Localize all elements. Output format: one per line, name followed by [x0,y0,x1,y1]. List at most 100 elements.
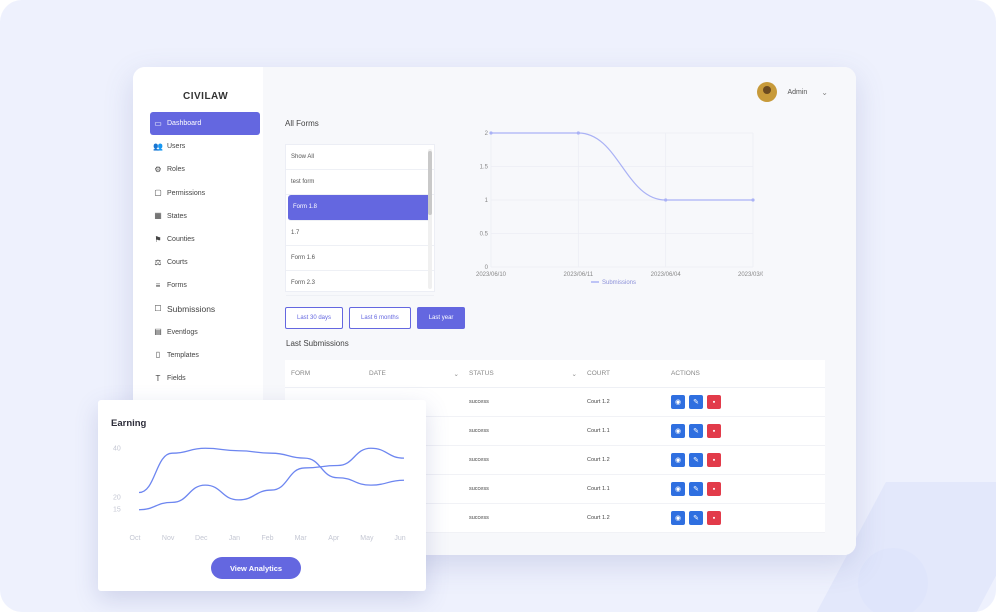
delete-button[interactable]: ▪ [707,424,721,438]
series-line-2 [138,447,405,511]
y-tick-label: 1.5 [480,165,489,171]
cell-actions: ◉ ✎ ▪ [671,482,821,496]
view-button[interactable]: ◉ [671,395,685,409]
cell-actions: ◉ ✎ ▪ [671,395,821,409]
forms-scrollbar[interactable] [428,149,432,289]
series-line [491,132,753,201]
sidebar-item-dashboard[interactable]: ▭ Dashboard [150,112,260,136]
avatar[interactable] [757,82,778,102]
folder-icon: ▢ [154,188,162,198]
edit-button[interactable]: ✎ [689,395,703,409]
sidebar-item-courts[interactable]: ⚖ Courts [150,251,260,274]
y-tick-label: 1 [485,198,489,204]
scroll-thumb[interactable] [428,151,432,215]
x-tick-label: Oct [130,535,141,542]
edit-button[interactable]: ✎ [689,511,703,525]
pencil-icon: ✎ [693,515,699,522]
edit-button[interactable]: ✎ [689,453,703,467]
sidebar-item-label: Eventlogs [167,328,198,336]
sidebar-item-eventlogs[interactable]: ▤ Eventlogs [150,321,260,344]
data-point [664,198,668,202]
cell-court: Court 1.2 [587,399,610,405]
view-button[interactable]: ◉ [671,511,685,525]
trash-icon: ▪ [712,427,716,435]
sidebar-item-label: Counties [167,236,195,244]
x-tick-label: Feb [261,535,273,542]
cell-status: success [469,515,489,521]
forms-list-item[interactable]: test form [286,170,434,196]
sidebar-item-label: States [167,212,187,220]
x-tick-label: Nov [162,535,175,542]
series-line-1 [138,447,405,494]
map-icon: ▦ [154,211,162,221]
earning-chart: 15 20 40 Oct Nov Dec Jan Feb Mar Apr May Jun [113,445,406,542]
legend-label: Submissions [602,280,636,286]
col-court[interactable]: COURT [587,370,610,377]
user-menu[interactable]: Admin ⌄ [757,82,828,102]
x-tick-label: May [360,535,374,542]
delete-button[interactable]: ▪ [707,511,721,525]
col-date-label: DATE [369,369,386,377]
pencil-icon: ✎ [693,399,699,406]
delete-button[interactable]: ▪ [707,482,721,496]
range-button-last-year[interactable]: Last year [416,307,466,329]
sidebar-item-templates[interactable]: ▯ Templates [150,344,260,367]
forms-list-item[interactable]: 1.7 [286,221,434,246]
trash-icon: ▪ [712,485,716,493]
forms-list-item[interactable]: Form 1.6 [286,246,434,271]
sidebar-item-fields[interactable]: T Fields [150,367,260,390]
table-header: FORM DATE ⌄ STATUS ⌄ COURT ACTIONS [285,360,825,388]
forms-list-item[interactable]: Form 1.8 [288,195,432,221]
edit-button[interactable]: ✎ [689,482,703,496]
users-icon: 👥 [153,141,163,151]
user-name[interactable]: Admin [787,88,808,96]
forms-list-item[interactable]: Form 2.3 [286,271,434,297]
forms-list-item[interactable]: Show All [286,145,434,171]
sidebar-item-forms[interactable]: ≡ Forms [150,274,260,297]
view-analytics-button[interactable]: View Analytics [211,557,301,579]
col-form[interactable]: FORM [291,370,311,377]
range-button-last-30-days[interactable]: Last 30 days [285,307,344,329]
chevron-down-icon[interactable]: ⌄ [571,370,577,378]
col-date[interactable]: DATE ⌄ [369,370,469,378]
background-circle [858,548,928,612]
sidebar-item-label: Forms [167,282,187,290]
date-range-buttons: Last 30 days Last 6 months Last year [285,307,471,329]
sidebar-item-users[interactable]: 👥 Users [150,135,260,158]
col-status[interactable]: STATUS ⌄ [469,370,587,378]
forms-title: All Forms [285,119,319,128]
delete-button[interactable]: ▪ [707,395,721,409]
last-submissions-title: Last Submissions [286,339,349,348]
pencil-icon: ✎ [693,457,699,464]
roles-icon: ⚙ [154,164,162,174]
x-tick-label: 2023/06/11 [564,272,594,278]
monitor-icon: ▭ [154,118,162,128]
chevron-down-icon[interactable]: ⌄ [821,87,828,97]
sidebar-item-states[interactable]: ▦ States [150,205,260,228]
sidebar-item-counties[interactable]: ⚑ Counties [150,228,260,251]
sidebar-item-label: Templates [167,351,199,359]
delete-button[interactable]: ▪ [707,453,721,467]
sidebar-item-label: Dashboard [167,120,202,128]
sidebar-item-submissions[interactable]: ☐ Submissions [150,298,260,321]
cell-actions: ◉ ✎ ▪ [671,424,821,438]
inbox-icon: ☐ [154,304,162,314]
edit-button[interactable]: ✎ [689,424,703,438]
cell-court: Court 1.2 [587,515,610,521]
view-button[interactable]: ◉ [671,424,685,438]
eye-icon: ◉ [674,486,682,493]
sidebar-item-roles[interactable]: ⚙ Roles [150,158,260,181]
x-tick-label: Jun [394,535,405,542]
range-button-last-6-months[interactable]: Last 6 months [349,307,411,329]
view-button[interactable]: ◉ [671,453,685,467]
pencil-icon: ✎ [693,428,699,435]
x-tick-label: Apr [328,535,340,542]
app-logo: CIVILAW [183,91,229,102]
view-button[interactable]: ◉ [671,482,685,496]
data-point [489,131,493,135]
x-tick-label: 2023/06/04 [651,272,682,278]
chevron-down-icon[interactable]: ⌄ [453,370,459,378]
sidebar-item-permissions[interactable]: ▢ Permissions [150,182,260,205]
cell-court: Court 1.2 [587,457,610,463]
cell-status: success [469,486,489,492]
